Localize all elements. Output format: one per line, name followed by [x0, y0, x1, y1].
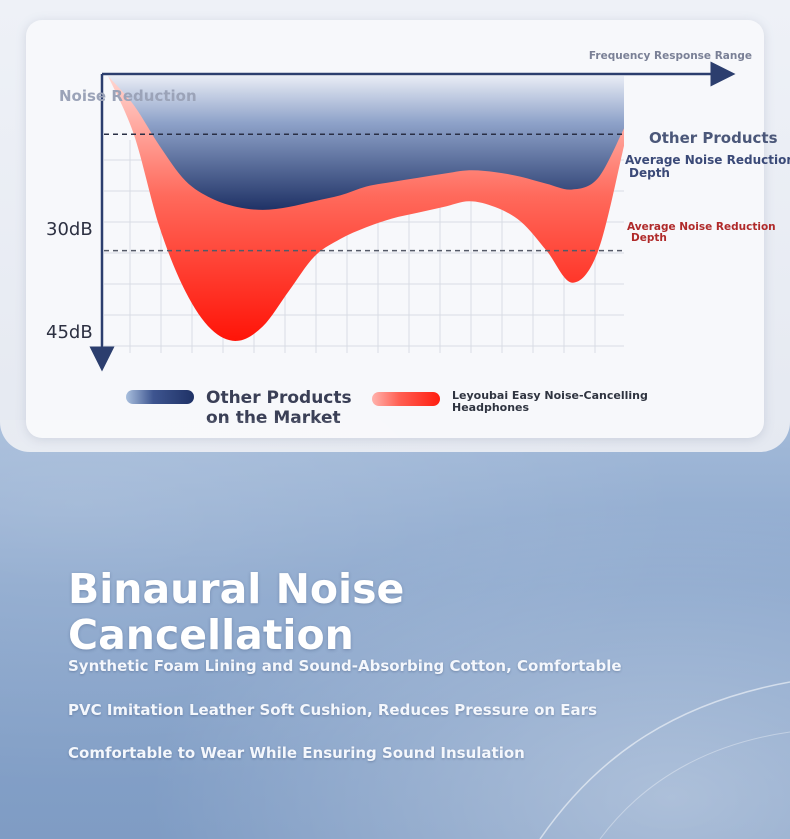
- y-axis-label: Noise Reduction: [59, 87, 197, 105]
- noise-reduction-chart: Frequency Response Range Noise Reduction…: [46, 50, 790, 372]
- reference-label-other-line2: Depth: [629, 166, 670, 180]
- series-areas: [108, 76, 624, 341]
- reference-label-ours-line1: Average Noise Reduction: [627, 221, 776, 233]
- reference-lines: [104, 133, 624, 252]
- headline: Binaural Noise Cancellation: [68, 565, 405, 659]
- feature-text-3: Comfortable to Wear While Ensuring Sound…: [68, 744, 525, 762]
- other-products-callout: Other Products: [649, 129, 778, 147]
- y-tick-label-30db: 30dB: [46, 219, 93, 240]
- legend-item-other: Other Products on the Market: [126, 388, 352, 428]
- reference-label-other-line1: Average Noise Reduction: [625, 153, 790, 167]
- feature-text-2: PVC Imitation Leather Soft Cushion, Redu…: [68, 701, 598, 719]
- legend-label-other: Other Products on the Market: [206, 388, 352, 428]
- series-area-other: [108, 76, 624, 210]
- legend-swatch-ours: [372, 392, 440, 406]
- decorative-swoosh: [539, 681, 790, 839]
- reference-label-ours-line2: Depth: [631, 232, 667, 244]
- background-glow: [0, 420, 790, 839]
- legend-swatch-other: [126, 390, 194, 404]
- legend-label-ours: Leyoubai Easy Noise-Cancelling Headphone…: [452, 389, 648, 414]
- x-axis-label: Frequency Response Range: [589, 50, 752, 62]
- legend-item-ours: Leyoubai Easy Noise-Cancelling Headphone…: [372, 390, 648, 414]
- reference-label-ours: Average Noise Reduction Depth: [627, 221, 779, 244]
- y-tick-label-45db: 45dB: [46, 322, 93, 343]
- reference-label-other: Average Noise Reduction Depth: [625, 153, 790, 180]
- feature-text-1: Synthetic Foam Lining and Sound-Absorbin…: [68, 657, 622, 675]
- axes: [89, 61, 736, 372]
